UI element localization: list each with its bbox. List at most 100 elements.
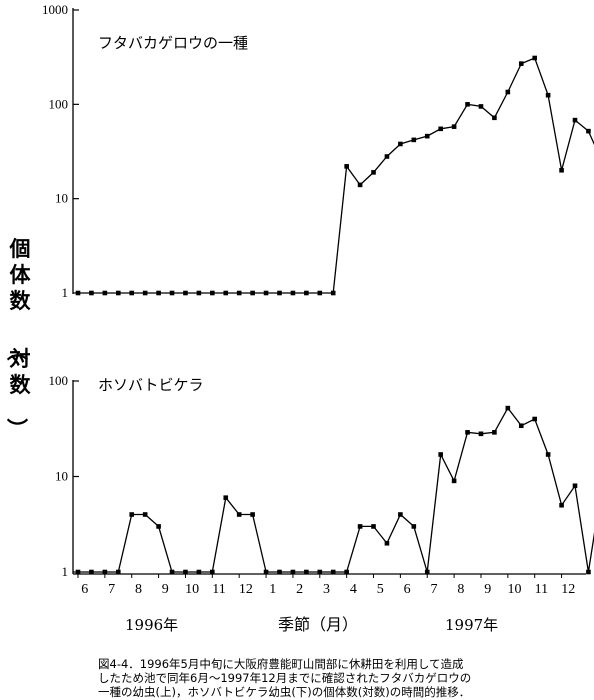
month-label: 9 xyxy=(484,582,491,597)
data-point xyxy=(250,512,255,517)
top-panel-y-ticks: 1 10 100 1000 xyxy=(42,2,79,300)
data-point xyxy=(357,182,363,188)
data-point xyxy=(317,569,323,575)
month-label: 8 xyxy=(135,582,142,597)
month-label: 11 xyxy=(212,582,225,597)
data-point xyxy=(384,154,390,159)
data-point xyxy=(505,89,511,95)
data-point xyxy=(438,126,443,132)
month-label: 7 xyxy=(108,582,115,597)
data-point xyxy=(196,569,202,575)
data-point xyxy=(518,61,524,66)
data-point xyxy=(411,137,417,143)
series-line xyxy=(78,57,594,294)
data-point xyxy=(169,569,175,575)
data-point xyxy=(424,569,430,575)
month-label: 10 xyxy=(185,582,199,597)
data-point xyxy=(545,452,551,457)
bottom-panel-title: ホソバトビケラ xyxy=(98,376,203,394)
month-label: 12 xyxy=(239,582,253,597)
data-point xyxy=(532,55,538,61)
month-label: 6 xyxy=(404,582,411,597)
data-point xyxy=(398,141,403,147)
data-point xyxy=(263,569,269,575)
bottom-panel: ホソバトビケラ 1 10 100 xyxy=(49,373,594,579)
data-point xyxy=(505,405,511,411)
month-label: 8 xyxy=(457,582,464,597)
data-point xyxy=(492,115,497,121)
y-axis-title: 個体数 （対数） xyxy=(5,237,32,439)
data-point xyxy=(344,164,349,169)
data-point xyxy=(236,512,242,517)
data-point xyxy=(75,290,81,296)
data-point xyxy=(290,569,296,575)
data-point xyxy=(330,290,336,296)
data-point xyxy=(451,124,457,129)
data-point xyxy=(304,290,309,296)
data-point xyxy=(317,290,323,296)
bottom-panel-y-ticks: 1 10 100 xyxy=(49,373,79,579)
data-point xyxy=(545,92,551,98)
data-point xyxy=(236,290,242,296)
data-point xyxy=(438,452,443,457)
data-point xyxy=(75,569,81,575)
y-tick-label: 1 xyxy=(62,285,69,300)
data-point xyxy=(586,569,591,575)
bottom-panel-series xyxy=(75,405,594,575)
y-tick-label: 100 xyxy=(49,96,69,111)
data-point xyxy=(89,569,94,575)
data-point xyxy=(102,569,108,575)
data-point xyxy=(142,512,148,517)
data-point xyxy=(210,290,215,296)
data-point xyxy=(250,290,255,296)
data-point xyxy=(129,290,135,296)
data-point xyxy=(115,290,121,296)
month-label: 12 xyxy=(561,582,575,597)
data-point xyxy=(572,117,578,123)
y-tick-label: 10 xyxy=(55,469,68,484)
data-point xyxy=(465,102,470,107)
data-point xyxy=(424,133,430,139)
month-label: 5 xyxy=(377,582,384,597)
data-point xyxy=(304,569,309,575)
month-labels: 6 7 8 9 10 11 12 1 2 3 4 5 6 7 8 9 10 11 12 xyxy=(77,574,575,597)
series-line xyxy=(78,406,594,573)
top-panel: フタバカゲロウの一種 1 10 100 1000 xyxy=(42,2,594,300)
data-point xyxy=(492,430,497,435)
data-point xyxy=(465,430,470,435)
data-point xyxy=(102,290,108,296)
data-point xyxy=(411,524,417,529)
data-point xyxy=(156,290,161,296)
data-point xyxy=(371,170,376,175)
month-label: 7 xyxy=(430,582,437,597)
data-point xyxy=(290,290,296,296)
data-point xyxy=(398,512,403,517)
data-point xyxy=(357,524,363,529)
data-point xyxy=(142,290,148,296)
data-point xyxy=(210,569,215,575)
data-point xyxy=(89,290,94,296)
data-point xyxy=(169,290,175,296)
data-point xyxy=(518,423,524,429)
data-point xyxy=(478,431,484,437)
data-point xyxy=(532,416,538,422)
top-panel-title: フタバカゲロウの一種 xyxy=(98,34,248,52)
x-axis-title: 季節（月） xyxy=(278,615,358,634)
y-tick-label: 100 xyxy=(49,373,69,388)
data-point xyxy=(478,104,484,109)
month-label: 6 xyxy=(81,582,88,597)
data-point xyxy=(344,569,349,575)
data-point xyxy=(277,290,282,296)
data-point xyxy=(129,512,135,517)
figure-caption: 図4-4．1996年5月中旬に大阪府豊能町山間部に休耕田を利用して造成 したため… xyxy=(98,657,472,699)
month-label: 2 xyxy=(296,582,303,597)
month-label: 1 xyxy=(269,582,276,597)
y-tick-label: 1 xyxy=(62,564,69,579)
data-point xyxy=(183,569,188,575)
data-point xyxy=(572,483,578,489)
month-label: 9 xyxy=(162,582,169,597)
data-point xyxy=(223,495,229,500)
y-axis-title-sub: （対数） xyxy=(5,340,32,439)
data-point xyxy=(223,290,229,296)
